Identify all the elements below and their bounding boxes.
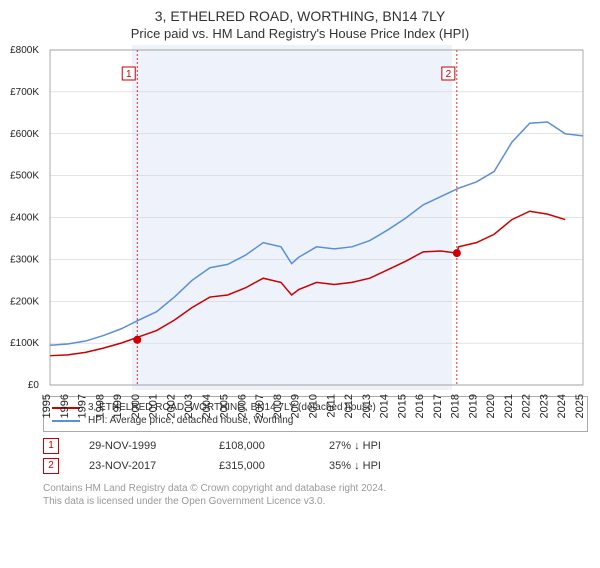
- svg-text:£500K: £500K: [10, 171, 39, 182]
- svg-text:1996: 1996: [59, 394, 71, 418]
- svg-text:2013: 2013: [361, 394, 373, 418]
- svg-text:2022: 2022: [521, 394, 533, 418]
- chart-plot: £0£100K£200K£300K£400K£500K£600K£700K£80…: [45, 45, 588, 390]
- tx-price: £108,000: [219, 440, 299, 452]
- footer-line-2: This data is licensed under the Open Gov…: [43, 495, 588, 508]
- svg-text:2014: 2014: [379, 394, 391, 418]
- svg-text:2002: 2002: [165, 394, 177, 418]
- svg-text:2: 2: [446, 69, 452, 80]
- svg-text:2020: 2020: [485, 394, 497, 418]
- svg-text:£0: £0: [28, 380, 40, 391]
- svg-text:£600K: £600K: [10, 129, 39, 140]
- svg-text:1: 1: [126, 69, 132, 80]
- svg-text:2023: 2023: [538, 394, 550, 418]
- svg-text:2010: 2010: [308, 394, 320, 418]
- svg-text:2016: 2016: [414, 394, 426, 418]
- svg-text:2025: 2025: [574, 394, 586, 418]
- tx-date: 29-NOV-1999: [89, 440, 189, 452]
- marker-badge: 2: [43, 458, 59, 474]
- svg-text:2006: 2006: [236, 394, 248, 418]
- footer-line-1: Contains HM Land Registry data © Crown c…: [43, 482, 588, 495]
- svg-text:1995: 1995: [41, 394, 53, 418]
- svg-text:£800K: £800K: [10, 45, 39, 56]
- svg-text:2019: 2019: [467, 394, 479, 418]
- chart-title: 3, ETHELRED ROAD, WORTHING, BN14 7LY: [0, 8, 600, 24]
- marker-badge: 1: [43, 438, 59, 454]
- svg-text:2024: 2024: [556, 394, 568, 418]
- svg-text:£200K: £200K: [10, 296, 39, 307]
- svg-text:2008: 2008: [272, 394, 284, 418]
- svg-text:2015: 2015: [396, 394, 408, 418]
- transaction-row: 2 23-NOV-2017 £315,000 35% ↓ HPI: [43, 456, 588, 476]
- svg-text:2012: 2012: [343, 394, 355, 418]
- svg-text:2005: 2005: [219, 394, 231, 418]
- svg-text:2003: 2003: [183, 394, 195, 418]
- tx-date: 23-NOV-2017: [89, 460, 189, 472]
- tx-diff: 27% ↓ HPI: [329, 440, 381, 452]
- tx-price: £315,000: [219, 460, 299, 472]
- transactions-table: 1 29-NOV-1999 £108,000 27% ↓ HPI 2 23-NOV-201…: [43, 436, 588, 476]
- chart-svg: £0£100K£200K£300K£400K£500K£600K£700K£80…: [45, 45, 588, 440]
- svg-text:1997: 1997: [77, 394, 89, 418]
- svg-text:2000: 2000: [130, 394, 142, 418]
- svg-text:2018: 2018: [450, 394, 462, 418]
- svg-text:£300K: £300K: [10, 254, 39, 265]
- svg-text:£400K: £400K: [10, 213, 39, 224]
- svg-text:2021: 2021: [503, 394, 515, 418]
- svg-text:2007: 2007: [254, 394, 266, 418]
- footer: Contains HM Land Registry data © Crown c…: [43, 482, 588, 508]
- tx-diff: 35% ↓ HPI: [329, 460, 381, 472]
- svg-text:£100K: £100K: [10, 338, 39, 349]
- svg-text:2017: 2017: [432, 394, 444, 418]
- svg-text:2004: 2004: [201, 394, 213, 418]
- svg-text:2011: 2011: [325, 394, 337, 418]
- svg-text:1998: 1998: [94, 394, 106, 418]
- svg-text:2001: 2001: [148, 394, 160, 418]
- svg-text:2009: 2009: [290, 394, 302, 418]
- chart-subtitle: Price paid vs. HM Land Registry's House …: [0, 26, 600, 41]
- svg-text:1999: 1999: [112, 394, 124, 418]
- svg-text:£700K: £700K: [10, 87, 39, 98]
